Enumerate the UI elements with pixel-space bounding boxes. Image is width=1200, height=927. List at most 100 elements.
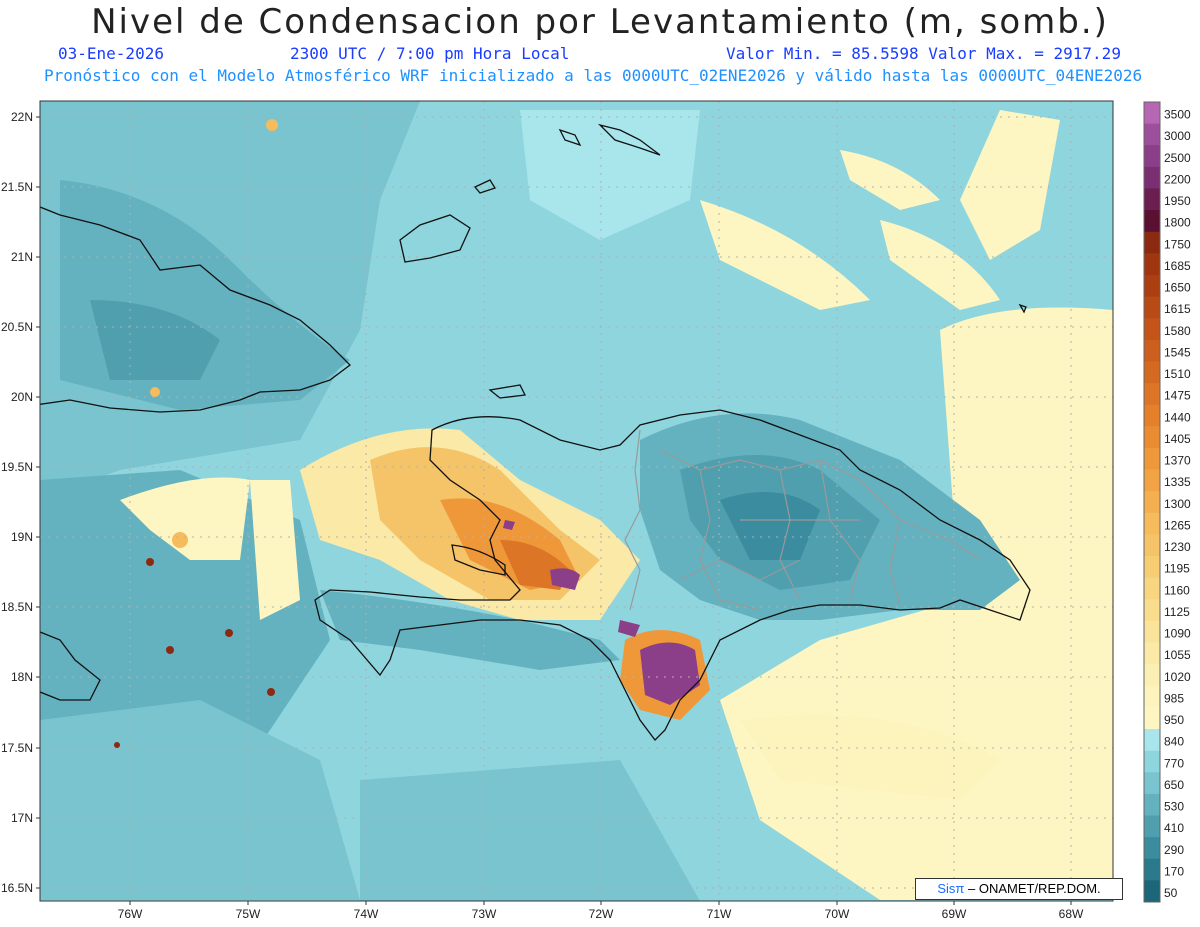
lat-label: 20N [11,390,33,404]
legend-swatch [1144,729,1160,752]
lon-label: 72W [589,907,614,921]
legend-label: 1125 [1164,605,1190,619]
legend-swatch [1144,772,1160,795]
lon-label: 68W [1059,907,1084,921]
legend-label: 1405 [1164,432,1191,446]
lat-label: 21.5N [1,180,33,194]
legend-label: 1750 [1164,237,1191,251]
legend-swatch [1144,599,1160,622]
legend-label: 1650 [1164,281,1191,295]
legend-label: 1335 [1164,475,1191,489]
lat-label: 18.5N [1,600,33,614]
legend-swatch [1144,102,1160,125]
legend-label: 1685 [1164,259,1191,273]
legend-swatch [1144,231,1160,254]
lon-label: 73W [472,907,497,921]
lat-label: 18N [11,670,33,684]
legend-swatch [1144,253,1160,276]
map-title: Nivel de Condensacion por Levantamiento … [91,2,1109,42]
legend-swatch [1144,491,1160,514]
legend-swatch [1144,642,1160,665]
legend-label: 1580 [1164,324,1191,338]
legend-swatch [1144,469,1160,492]
legend-swatch [1144,318,1160,341]
legend-label: 1160 [1164,583,1190,597]
legend-swatch [1144,664,1160,687]
legend-swatch [1144,404,1160,427]
legend-swatch [1144,577,1160,600]
legend-label: 3000 [1164,129,1191,143]
longitude-labels: 76W 75W 74W 73W 72W 71W 70W 69W 68W [118,907,1084,921]
legend-swatch [1144,793,1160,817]
lat-label: 19N [11,530,33,544]
legend-label: 1020 [1164,670,1191,684]
legend-label: 1800 [1164,216,1191,230]
legend-swatch [1144,512,1160,535]
legend-label: 1440 [1164,410,1191,424]
legend-label: 2200 [1164,172,1191,186]
legend-label: 1055 [1164,648,1191,662]
legend-swatch [1144,210,1160,233]
legend-swatch [1144,339,1160,362]
legend-label: 1195 [1164,562,1190,576]
legend-swatch [1144,750,1160,773]
legend-label: 170 [1164,864,1184,878]
legend-swatch [1144,296,1160,319]
lon-label: 70W [825,907,850,921]
legend-swatch [1144,534,1160,557]
legend-swatch [1144,426,1160,449]
legend-swatch [1144,556,1160,579]
legend-swatch [1144,361,1160,384]
legend-swatch [1144,123,1160,146]
lon-label: 75W [236,907,261,921]
legend-label: 290 [1164,843,1184,857]
legend-swatch [1144,880,1160,903]
legend-label: 1510 [1164,367,1191,381]
legend-swatch [1144,447,1160,471]
lat-label: 19.5N [1,460,33,474]
legend-label: 530 [1164,800,1184,814]
lat-label: 17.5N [1,741,33,755]
legend-label: 1615 [1164,302,1191,316]
latitude-labels: 22N 21.5N 21N 20.5N 20N 19.5N 19N 18.5N … [1,110,33,895]
credit-text: – ONAMET/REP.DOM. [967,881,1101,896]
legend-swatch [1144,274,1160,298]
credit-box: Sisπ – ONAMET/REP.DOM. [915,878,1123,900]
legend-label: 840 [1164,735,1184,749]
legend-swatch [1144,188,1160,211]
legend-label: 3500 [1164,108,1191,122]
time-label: 2300 UTC / 7:00 pm Hora Local [290,44,570,63]
legend-label: 410 [1164,821,1184,835]
province-boundaries [624,429,981,611]
lon-label: 69W [942,907,967,921]
legend-label: 650 [1164,778,1184,792]
lat-label: 21N [11,250,33,264]
forecast-label: Pronóstico con el Modelo Atmosférico WRF… [44,66,1143,85]
legend-label: 1230 [1164,540,1191,554]
legend-border [1143,101,1161,903]
legend-label: 1370 [1164,454,1191,468]
color-legend: 3500 3000 2500 2200 1950 1800 1750 1685 1650 1615… [1143,101,1191,903]
legend-label: 50 [1164,886,1178,900]
legend-swatch [1144,685,1160,708]
sis-logo-text: Sisπ [937,881,965,896]
lcl-shading-field [40,101,1113,901]
legend-swatch [1144,858,1160,881]
legend-label: 1475 [1164,389,1191,403]
legend-label: 770 [1164,756,1184,770]
legend-swatch [1144,145,1160,168]
lon-label: 76W [118,907,143,921]
legend-label: 2500 [1164,151,1191,165]
legend-label: 950 [1164,713,1184,727]
lon-label: 71W [707,907,732,921]
lat-label: 22N [11,110,33,124]
legend-swatch [1144,815,1160,838]
legend-swatch [1144,166,1160,189]
legend-label: 985 [1164,691,1184,705]
legend-swatch [1144,837,1160,860]
legend-label: 1950 [1164,194,1191,208]
lat-label: 17N [11,811,33,825]
legend-label: 1545 [1164,345,1191,359]
min-max-label: Valor Min. = 85.5598 Valor Max. = 2917.2… [726,44,1121,63]
